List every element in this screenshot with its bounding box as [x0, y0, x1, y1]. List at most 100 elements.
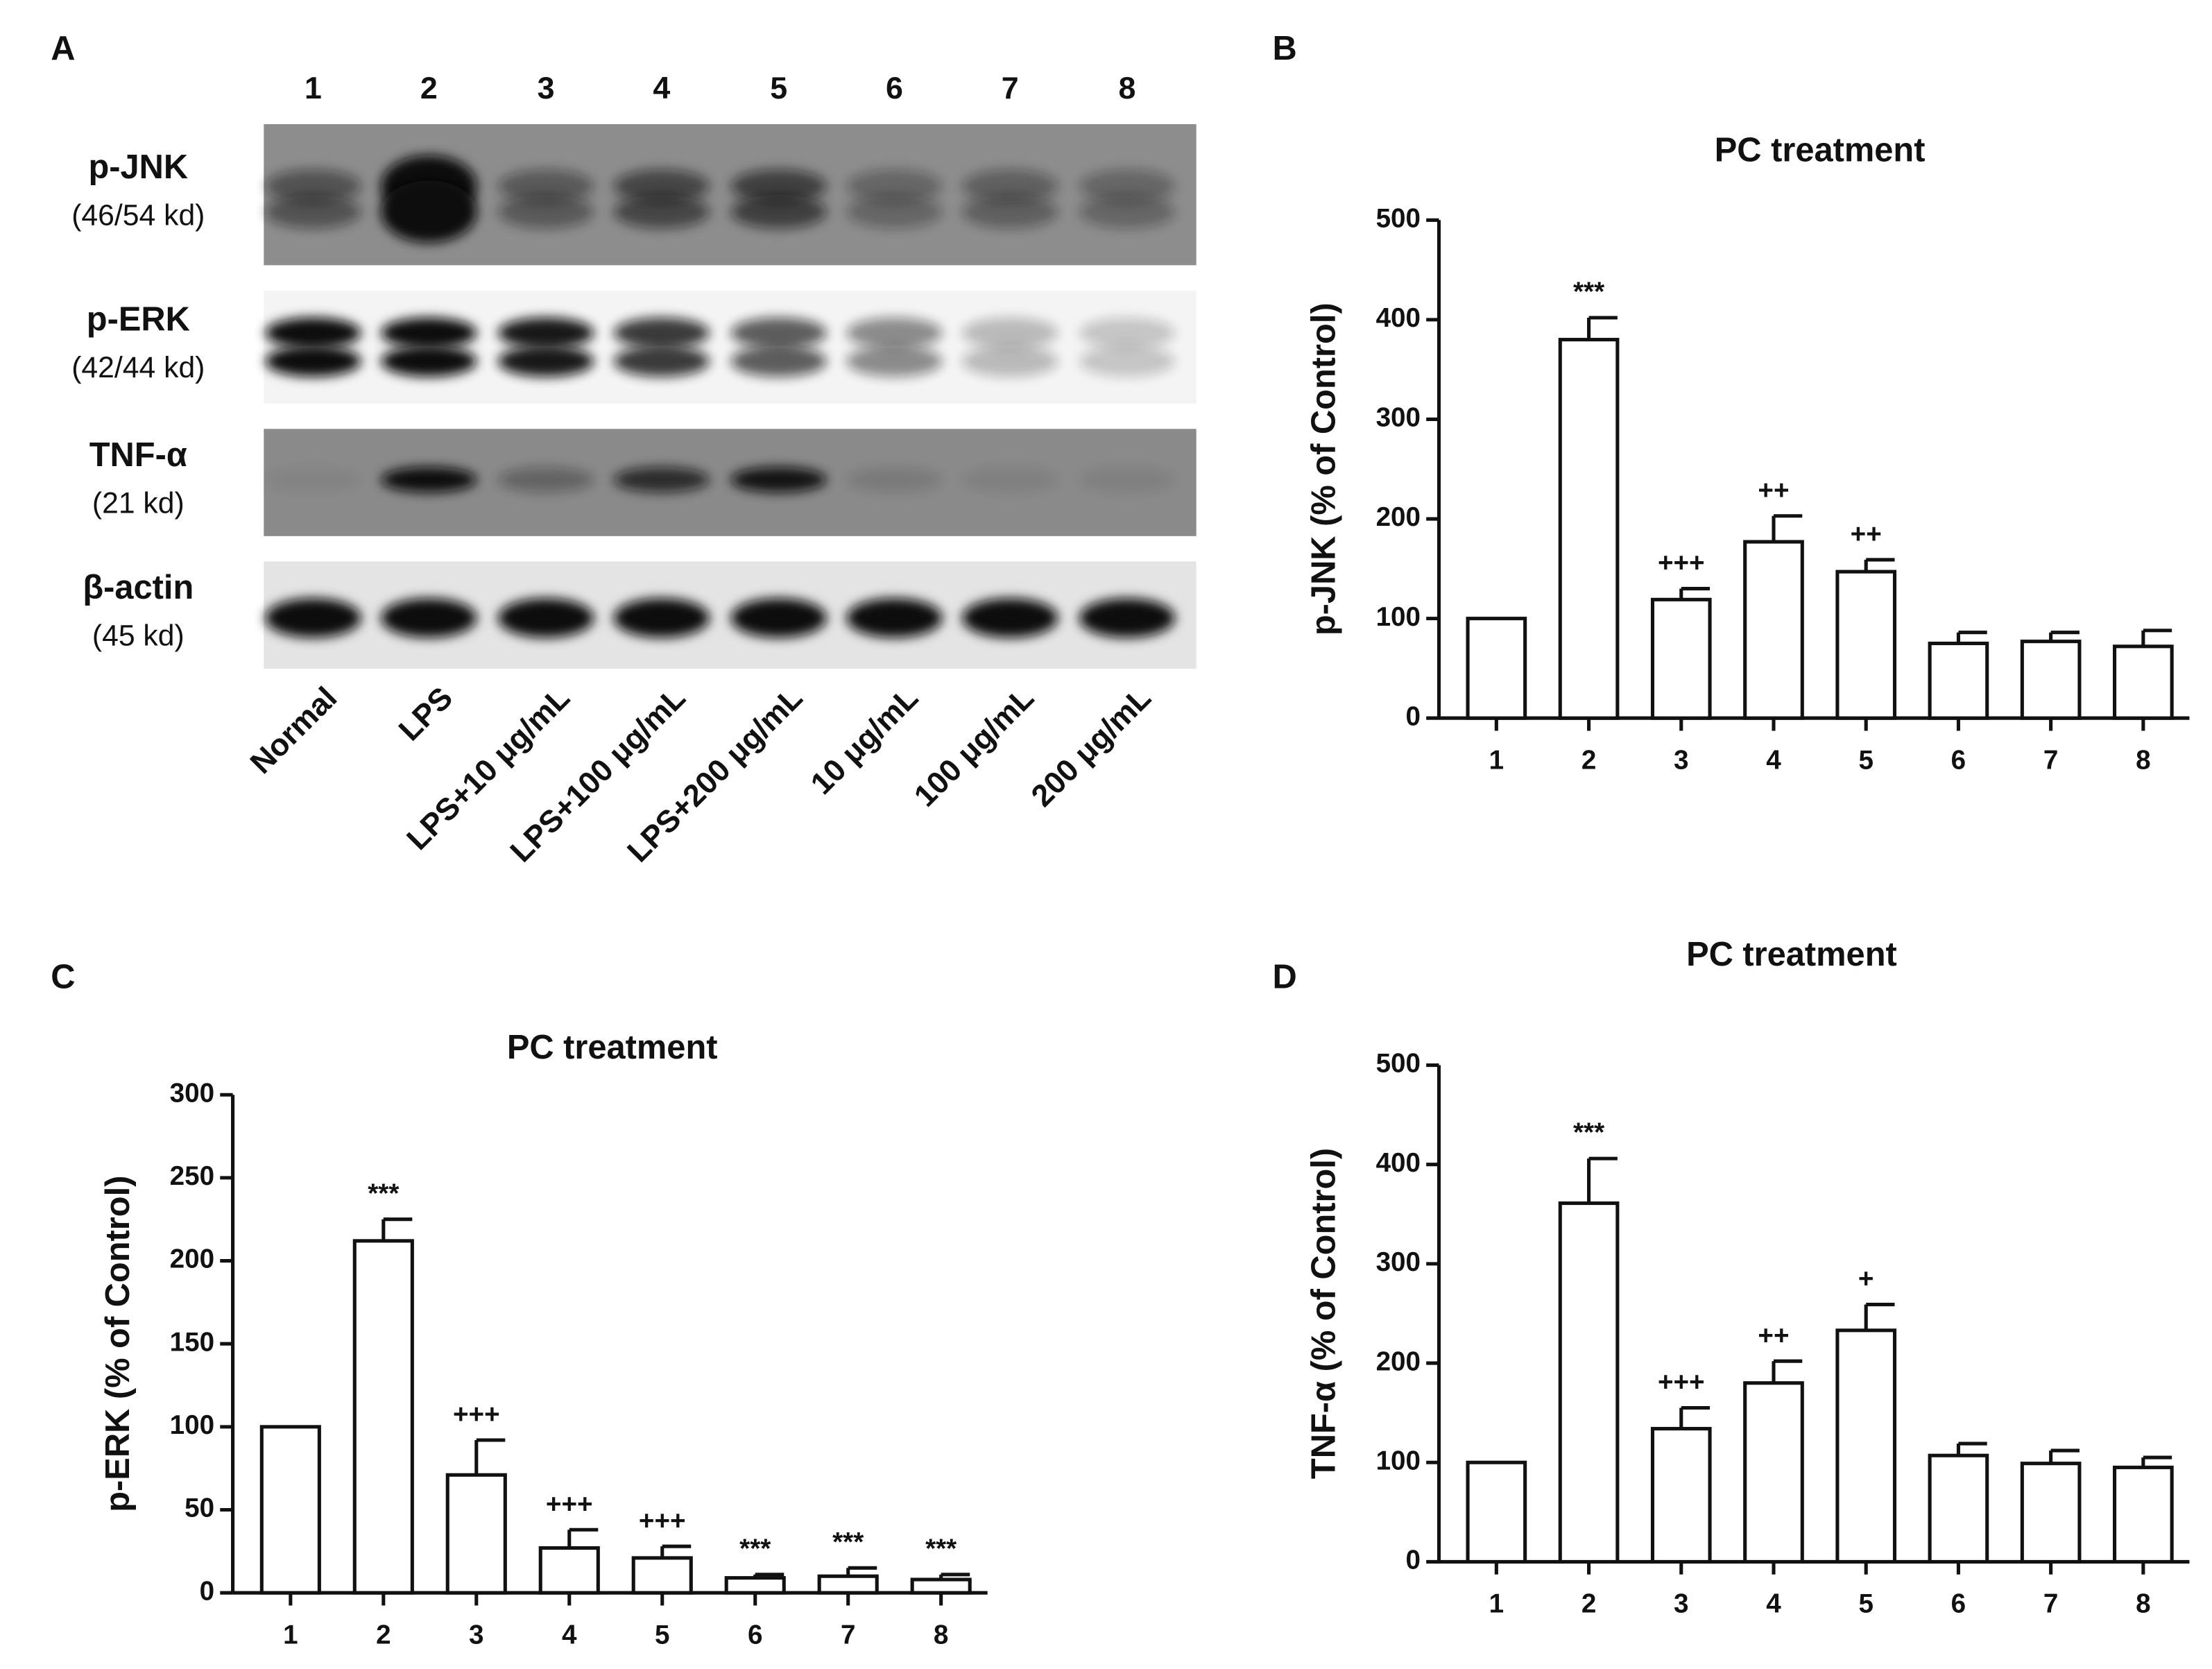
bar	[817, 1574, 879, 1595]
treatment-label: 200 μg/mL	[1024, 681, 1158, 814]
error-bar	[2049, 1448, 2080, 1464]
blot-band	[846, 169, 943, 203]
significance-label: ++	[1758, 1321, 1789, 1351]
bar	[259, 1425, 321, 1595]
significance-label: ***	[1573, 277, 1604, 307]
protein-name: p-ERK	[87, 301, 190, 339]
x-tick-label: 1	[1489, 745, 1504, 775]
blot-band	[846, 194, 943, 229]
y-tick-label: 300	[170, 1078, 214, 1108]
protein-size: (42/44 kd)	[71, 351, 205, 384]
x-tick-label: 7	[2043, 1589, 2058, 1619]
blot-band	[1079, 194, 1176, 229]
x-tick-label: 2	[1581, 745, 1596, 775]
bar	[1928, 641, 1989, 720]
significance-label: ***	[1573, 1118, 1604, 1148]
y-tick-label: 0	[200, 1576, 214, 1606]
y-tick-label: 200	[1376, 502, 1421, 532]
x-tick-label: 5	[1858, 1589, 1873, 1619]
significance-label: +++	[639, 1506, 686, 1536]
blot-band	[730, 598, 827, 638]
blot-band	[730, 345, 827, 377]
protein-size: (46/54 kd)	[71, 198, 205, 232]
significance-label: +++	[1658, 548, 1705, 578]
y-tick-label: 500	[1376, 203, 1421, 233]
x-tick-label: 2	[1581, 1589, 1596, 1619]
error-bar	[1587, 316, 1618, 340]
bar	[538, 1546, 600, 1595]
blot-band	[497, 345, 594, 377]
blot-band	[497, 467, 594, 493]
protein-size: (21 kd)	[92, 486, 185, 520]
significance-label: +++	[546, 1489, 593, 1519]
blot-band	[846, 598, 943, 638]
error-bar	[2141, 628, 2172, 647]
blot-band	[846, 467, 943, 493]
x-tick-label: 6	[748, 1620, 762, 1650]
x-tick-label: 4	[1766, 745, 1781, 775]
blot-band	[846, 317, 943, 349]
blot-strip	[264, 290, 1197, 404]
blot-band	[613, 317, 710, 349]
bar	[631, 1556, 693, 1595]
chart-title: PC treatment	[1686, 936, 1897, 973]
significance-label: +++	[453, 1400, 500, 1430]
western-blot: 1 2 3 4 5 6 7 8 p-JNK (46/54 kd) p-ERK (42/44 kd) TN…	[71, 71, 1197, 869]
protein-name: β-actin	[83, 569, 194, 606]
y-tick-label: 250	[170, 1161, 214, 1191]
blot-band	[962, 345, 1058, 377]
bar	[1558, 338, 1620, 720]
blot-band	[265, 345, 361, 377]
bar	[445, 1473, 507, 1595]
protein-name: TNF-α	[89, 436, 187, 474]
error-bar	[660, 1544, 692, 1558]
blot-band	[613, 467, 710, 493]
blot-band	[381, 345, 477, 377]
x-tick-label: 8	[2136, 745, 2150, 775]
bar	[1466, 1460, 1527, 1564]
lane-number: 5	[770, 71, 787, 105]
x-tick-label: 7	[841, 1620, 855, 1650]
lane-number: 7	[1002, 71, 1019, 105]
significance-label: ++	[1851, 520, 1882, 549]
panel-label: B	[1272, 30, 1296, 67]
error-bar	[1864, 1303, 1895, 1330]
charts: PC treatment p-JNK (% of Control) 0 100 200 3…	[99, 132, 2190, 1650]
treatment-label: 10 μg/mL	[804, 681, 925, 801]
significance-label: ***	[925, 1534, 957, 1564]
protein-name: p-JNK	[88, 148, 188, 186]
y-tick-label: 400	[1376, 1148, 1421, 1178]
significance-label: ***	[832, 1527, 864, 1557]
x-tick-label: 1	[1489, 1589, 1504, 1619]
lane-number: 2	[420, 71, 438, 105]
y-tick-label: 0	[1406, 1546, 1421, 1575]
significance-label: ***	[368, 1179, 399, 1208]
x-tick-label: 4	[562, 1620, 577, 1650]
x-tick-label: 5	[655, 1620, 669, 1650]
blot-band	[613, 345, 710, 377]
x-tick-label: 4	[1766, 1589, 1781, 1619]
blot-band	[265, 317, 361, 349]
lane-number: 3	[538, 71, 555, 105]
error-bar	[1772, 514, 1803, 542]
error-bar	[1587, 1156, 1618, 1204]
error-bar	[1956, 631, 1987, 644]
y-tick-label: 100	[1376, 1446, 1421, 1475]
bar	[724, 1576, 786, 1595]
x-tick-label: 8	[2136, 1589, 2150, 1619]
x-tick-label: 6	[1951, 1589, 1966, 1619]
treatment-label: LPS	[392, 681, 459, 748]
y-tick-label: 100	[1376, 602, 1421, 632]
blot-band	[265, 169, 361, 203]
y-axis-label: p-JNK (% of Control)	[1305, 302, 1343, 635]
significance-label: ++	[1758, 475, 1789, 505]
panel-label: D	[1272, 958, 1296, 995]
blot-band	[1079, 467, 1176, 493]
y-tick-label: 150	[170, 1327, 214, 1357]
bar	[1835, 1328, 1897, 1564]
protein-size: (45 kd)	[92, 619, 185, 653]
x-tick-label: 6	[1951, 745, 1966, 775]
bar	[1928, 1453, 1989, 1564]
blot-band	[613, 194, 710, 229]
